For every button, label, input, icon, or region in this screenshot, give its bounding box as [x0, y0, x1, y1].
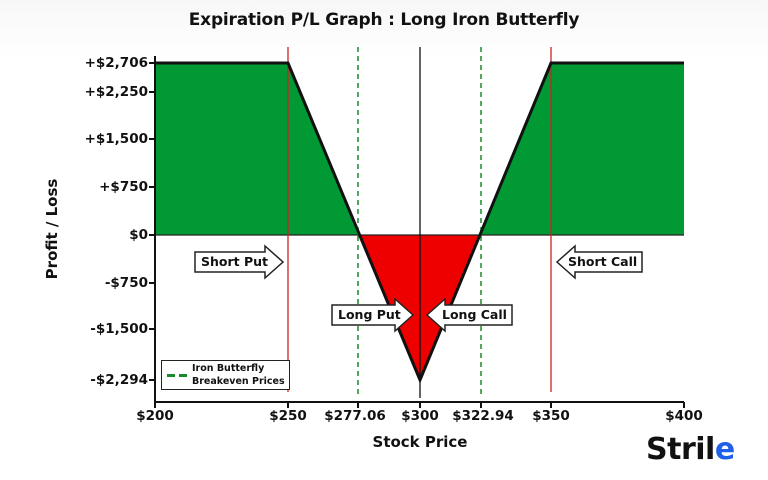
y-tick-label: +$2,706 — [84, 55, 148, 71]
legend-line-1: Iron Butterfly — [192, 363, 265, 374]
profit-area-right — [481, 63, 684, 235]
x-tick-marks — [154, 402, 685, 408]
x-tick-label: $400 — [665, 408, 703, 424]
y-tick-marks — [149, 62, 155, 381]
profit-area-left — [155, 63, 358, 235]
logo-text: Stril — [646, 432, 715, 467]
x-tick-label: $322.94 — [452, 408, 514, 424]
dashed-line-icon — [167, 374, 189, 377]
long-call-label: Long Call — [442, 307, 507, 322]
x-axis-title: Stock Price — [372, 433, 468, 451]
x-tick-label: $200 — [136, 408, 174, 424]
y-tick-label: -$750 — [104, 275, 148, 291]
short-call-label: Short Call — [568, 254, 638, 269]
chart-title: Expiration P/L Graph : Long Iron Butterf… — [188, 10, 580, 30]
short-put-label: Short Put — [201, 254, 269, 269]
y-axis-title: Profit / Loss — [43, 178, 61, 280]
y-tick-label: +$1,500 — [84, 131, 148, 147]
x-tick-label: $300 — [401, 408, 439, 424]
logo-accent: e — [714, 432, 735, 467]
y-tick-label: +$750 — [99, 179, 148, 195]
x-tick-label: $277.06 — [324, 408, 386, 424]
short-put-arrow-icon — [194, 244, 285, 280]
y-tick-label: +$2,250 — [84, 84, 148, 100]
payoff-line — [155, 61, 684, 384]
long-put-label: Long Put — [338, 307, 401, 322]
y-tick-label: $0 — [129, 227, 148, 243]
long-call-arrow-icon — [425, 297, 513, 333]
strike-logo: Strile — [646, 432, 735, 467]
long-put-arrow-icon — [331, 297, 415, 333]
short-call-arrow-icon — [555, 244, 643, 280]
y-tick-label: -$1,500 — [90, 321, 148, 337]
legend-line-2: Breakeven Prices — [192, 376, 285, 387]
x-tick-label: $250 — [269, 408, 307, 424]
x-tick-label: $350 — [532, 408, 570, 424]
chart-legend: Iron Butterfly Breakeven Prices — [161, 360, 290, 390]
y-tick-label: -$2,294 — [90, 372, 148, 388]
